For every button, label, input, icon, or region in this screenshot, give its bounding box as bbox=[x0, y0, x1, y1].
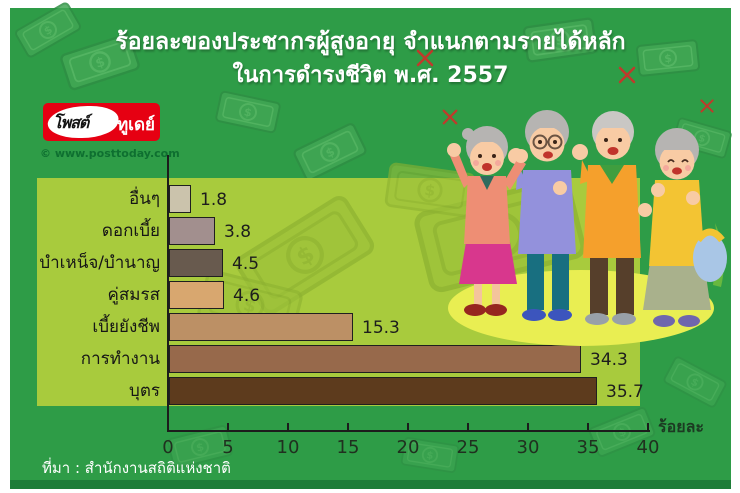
x-axis-tick bbox=[347, 423, 349, 431]
bar-category-label: บุตร bbox=[129, 381, 160, 401]
x-axis-tick-label: 30 bbox=[516, 437, 540, 458]
elderly-woman-bag bbox=[643, 128, 727, 327]
x-axis-tick bbox=[527, 423, 529, 431]
x-axis-tick bbox=[167, 423, 169, 431]
bar-value-label: 15.3 bbox=[362, 318, 400, 338]
bar-value-label: 34.3 bbox=[590, 350, 628, 370]
x-axis-tick-label: 10 bbox=[276, 437, 300, 458]
bar-category-label: อื่นๆ bbox=[129, 189, 160, 209]
bar-value-label: 4.5 bbox=[232, 254, 260, 274]
bar-value-label: 3.8 bbox=[224, 222, 252, 242]
x-axis-line bbox=[167, 430, 650, 432]
elderly-woman-pink bbox=[447, 126, 528, 316]
logo-brand-suffix: ทูเดย์ bbox=[116, 115, 155, 135]
chart-bar bbox=[169, 217, 215, 245]
y-axis-line bbox=[167, 155, 169, 432]
x-axis-tick-label: 25 bbox=[456, 437, 480, 458]
x-axis-tick-label: 40 bbox=[636, 437, 660, 458]
x-axis-tick bbox=[647, 423, 649, 431]
chart-bar bbox=[169, 377, 597, 405]
copyright-text: © www.posttoday.com bbox=[40, 147, 180, 160]
bar-category-label: เบี้ยยังชีพ bbox=[92, 317, 160, 337]
page-title-line1: ร้อยละของประชากรผู้สูงอายุ จำแนกตามรายได… bbox=[115, 29, 626, 55]
chart-bar bbox=[169, 345, 581, 373]
page-title-line2: ในการดำรงชีวิต พ.ศ. 2557 bbox=[232, 63, 509, 88]
x-axis-tick-label: 0 bbox=[162, 437, 174, 458]
x-axis-tick bbox=[467, 423, 469, 431]
bar-value-label: 1.8 bbox=[200, 190, 228, 210]
chart-bar bbox=[169, 249, 223, 277]
source-text: ที่มา : สำนักงานสถิติแห่งชาติ bbox=[42, 459, 231, 477]
bar-value-label: 35.7 bbox=[606, 382, 644, 402]
x-axis-tick bbox=[227, 423, 229, 431]
x-axis-tick bbox=[287, 423, 289, 431]
bar-category-label: การทำงาน bbox=[80, 349, 160, 369]
chart-bar bbox=[169, 281, 224, 309]
bar-category-label: คู่สมรส bbox=[107, 285, 160, 305]
bar-category-label: บำเหน็จ/บำนาญ bbox=[39, 253, 160, 273]
bar-category-label: ดอกเบี้ย bbox=[101, 221, 160, 241]
x-axis-tick-label: 5 bbox=[222, 437, 234, 458]
x-axis-tick-label: 35 bbox=[576, 437, 600, 458]
footer-strip bbox=[10, 480, 731, 489]
chart-bar bbox=[169, 185, 191, 213]
posttoday-logo: โพสต์ ทูเดย์ bbox=[43, 103, 160, 141]
elderly-man-orange bbox=[572, 111, 652, 325]
logo-brand-thai-script: โพสต์ bbox=[53, 113, 89, 132]
elderly-man-glasses bbox=[508, 110, 576, 321]
x-axis-unit-label: ร้อยละ bbox=[658, 417, 704, 436]
x-axis-tick bbox=[587, 423, 589, 431]
x-axis-tick-label: 20 bbox=[396, 437, 420, 458]
bar-value-label: 4.6 bbox=[233, 286, 261, 306]
x-axis-tick-label: 15 bbox=[336, 437, 360, 458]
x-axis-tick bbox=[407, 423, 409, 431]
chart-bar bbox=[169, 313, 353, 341]
elderly-people-illustration bbox=[447, 110, 727, 346]
